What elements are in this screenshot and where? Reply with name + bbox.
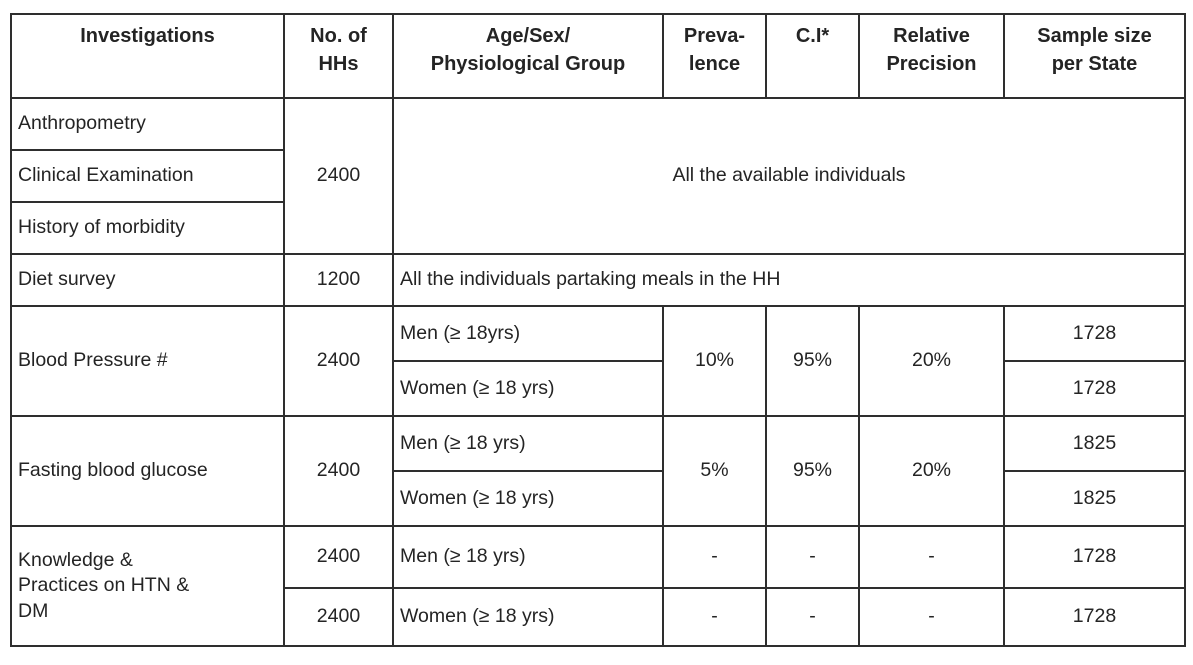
cell-group-bp-men: Men (≥ 18yrs) — [392, 305, 664, 362]
cell-ci-bp: 95% — [765, 305, 860, 417]
cell-hhs-kp-women: 2400 — [283, 587, 394, 647]
cell-ci-kp-women: - — [765, 587, 860, 647]
col-header-age-sex-group: Age/Sex/ Physiological Group — [392, 13, 664, 99]
col-header-ci: C.I* — [765, 13, 860, 99]
table-row-knowledge-practices-women: 2400 Women (≥ 18 yrs) - - - 1728 — [11, 587, 1186, 647]
cell-investigation-clinical: Clinical Examination — [10, 149, 285, 203]
cell-prevalence-kp-men: - — [662, 525, 767, 589]
col-header-sample-size: Sample size per State — [1003, 13, 1186, 99]
cell-sample-fbg-women: 1825 — [1003, 470, 1186, 527]
cell-sample-bp-women: 1728 — [1003, 360, 1186, 417]
cell-investigation-blood-pressure: Blood Pressure # — [10, 305, 285, 417]
cell-hhs-blood-pressure: 2400 — [283, 305, 394, 417]
cell-relative-precision-fbg: 20% — [858, 415, 1005, 527]
cell-group-fbg-women: Women (≥ 18 yrs) — [392, 470, 664, 527]
cell-sample-fbg-men: 1825 — [1003, 415, 1186, 472]
table-row-blood-pressure-men: Blood Pressure # 2400 Men (≥ 18yrs) 10% … — [10, 305, 1186, 417]
cell-investigation-knowledge-practices: Knowledge & Practices on HTN & DM — [10, 525, 285, 647]
cell-group-bp-women: Women (≥ 18 yrs) — [392, 360, 664, 417]
cell-ci-fbg: 95% — [765, 415, 860, 527]
cell-sample-kp-women: 1728 — [1003, 587, 1186, 647]
cell-prevalence-kp-women: - — [662, 587, 767, 647]
cell-prevalence-bp: 10% — [662, 305, 767, 417]
cell-note-all-available-individuals: All the available individuals — [392, 97, 1186, 255]
cell-group-fbg-men: Men (≥ 18 yrs) — [392, 415, 664, 472]
cell-investigation-anthropometry: Anthropometry — [10, 97, 285, 151]
table-row-fasting-glucose-men: Fasting blood glucose 2400 Men (≥ 18 yrs… — [10, 415, 1186, 527]
cell-prevalence-fbg: 5% — [662, 415, 767, 527]
cell-sample-kp-men: 1728 — [1003, 525, 1186, 589]
table-row-blood-pressure-women: Women (≥ 18 yrs) 1728 — [11, 360, 1186, 417]
col-header-relative-precision: Relative Precision — [858, 13, 1005, 99]
cell-group-kp-men: Men (≥ 18 yrs) — [392, 525, 664, 589]
table-row-diet-survey: Diet survey 1200 All the individuals par… — [10, 253, 1186, 307]
table-body: Anthropometry 2400 All the available ind… — [10, 97, 1186, 647]
table-row-anthropometry: Anthropometry 2400 All the available ind… — [10, 97, 1186, 255]
cell-note-diet: All the individuals partaking meals in t… — [392, 253, 1186, 307]
cell-hhs-fasting-glucose: 2400 — [283, 415, 394, 527]
cell-relative-precision-kp-women: - — [858, 587, 1005, 647]
cell-relative-precision-kp-men: - — [858, 525, 1005, 589]
cell-investigation-fasting-glucose: Fasting blood glucose — [10, 415, 285, 527]
cell-ci-kp-men: - — [765, 525, 860, 589]
cell-hhs-diet: 1200 — [283, 253, 394, 307]
table-row-knowledge-practices-men: Knowledge & Practices on HTN & DM 2400 M… — [10, 525, 1186, 647]
table-header: Investigations No. of HHs Age/Sex/ Physi… — [10, 13, 1186, 99]
cell-relative-precision-bp: 20% — [858, 305, 1005, 417]
cell-hhs-kp-men: 2400 — [283, 525, 394, 589]
cell-sample-bp-men: 1728 — [1003, 305, 1186, 362]
cell-group-kp-women: Women (≥ 18 yrs) — [392, 587, 664, 647]
table-row-fasting-glucose-women: Women (≥ 18 yrs) 1825 — [11, 470, 1186, 527]
cell-hhs-group1: 2400 — [283, 97, 394, 255]
sampling-design-table: Investigations No. of HHs Age/Sex/ Physi… — [10, 13, 1186, 647]
col-header-prevalence: Preva- lence — [662, 13, 767, 99]
col-header-investigations: Investigations — [10, 13, 285, 99]
table-row-history-of-morbidity: History of morbidity — [10, 201, 1185, 255]
cell-investigation-diet: Diet survey — [10, 253, 285, 307]
table-row-clinical-examination: Clinical Examination — [10, 149, 1185, 203]
cell-investigation-history: History of morbidity — [10, 201, 285, 255]
header-row: Investigations No. of HHs Age/Sex/ Physi… — [10, 13, 1186, 99]
col-header-no-of-hhs: No. of HHs — [283, 13, 394, 99]
